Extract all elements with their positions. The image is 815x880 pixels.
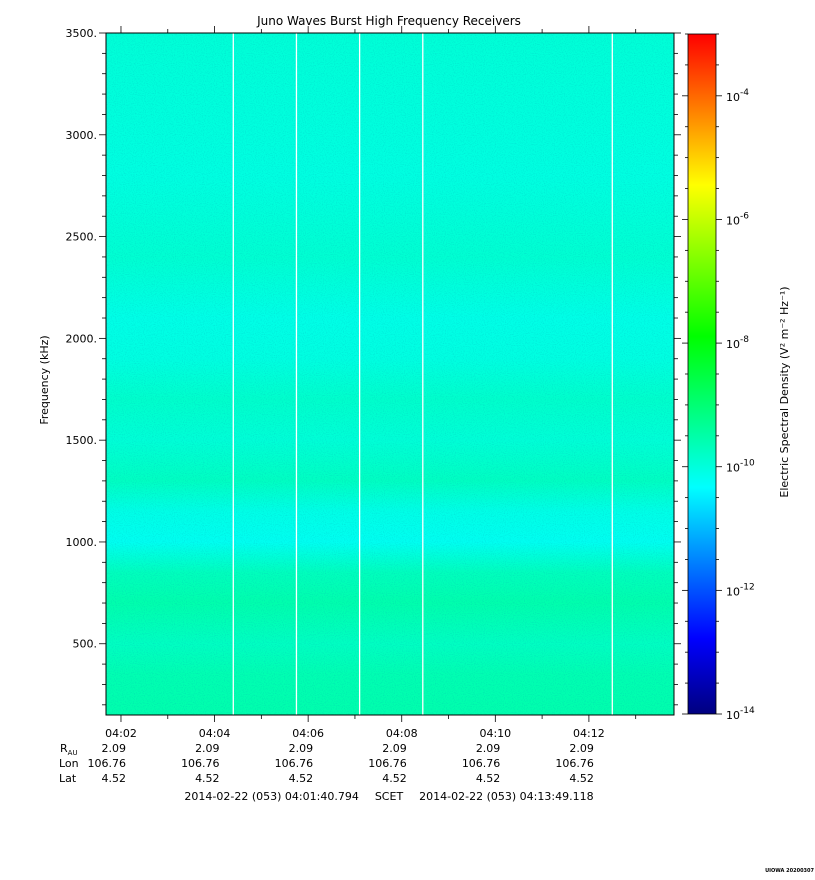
y-tick-label: 3000.: [66, 129, 98, 142]
y-tick-label: 1500.: [66, 434, 98, 447]
ephem-r-value: 2.09: [195, 742, 220, 755]
ephem-r-value: 2.09: [476, 742, 501, 755]
spectrogram-noise: [106, 33, 674, 715]
ephem-lon-value: 106.76: [181, 757, 220, 770]
ephem-lat-value: 4.52: [476, 772, 501, 785]
version-stamp: UIOWA 20200307: [765, 868, 814, 874]
x-tick-label: 04:06: [292, 727, 324, 740]
ephem-lat-value: 4.52: [569, 772, 594, 785]
plot-frame: [105, 32, 675, 716]
y-axis-label: Frequency (kHz): [38, 335, 51, 424]
y-tick-label: 500.: [73, 638, 98, 651]
ephem-lon-value: 106.76: [87, 757, 126, 770]
time-range-scet: SCET: [375, 790, 404, 803]
y-tick-label: 1000.: [66, 536, 98, 549]
ephem-lat-value: 4.52: [289, 772, 314, 785]
x-tick-label: 04:12: [573, 727, 605, 740]
ephem-lon-value: 106.76: [275, 757, 314, 770]
colorbar-tick-label: 10-6: [726, 211, 749, 227]
ephemeris-table: RAU Lon Lat: [59, 742, 79, 785]
ephem-r-value: 2.09: [382, 742, 407, 755]
y-axis: 500. 1000. 1500. 2000. 2500. 3000. 3500.: [66, 27, 681, 706]
x-tick-label: 04:10: [479, 727, 511, 740]
y-tick-label: 2000.: [66, 332, 98, 345]
colorbar-label: Electric Spectral Density (V² m⁻² Hz⁻¹): [778, 286, 791, 497]
colorbar-tick-label: 10-8: [726, 335, 749, 351]
x-tick-label: 04:08: [386, 727, 418, 740]
chart-title: Juno Waves Burst High Frequency Receiver…: [256, 14, 521, 28]
x-tick-label: 04:04: [199, 727, 231, 740]
colorbar-tick-label: 10-12: [726, 582, 755, 598]
colorbar-tick-label: 10-4: [726, 88, 749, 104]
y-tick-label: 2500.: [66, 231, 98, 244]
ephem-label-r: RAU: [60, 742, 78, 757]
ephem-lon-value: 106.76: [555, 757, 594, 770]
ephem-r-value: 2.09: [289, 742, 314, 755]
x-tick-label: 04:02: [105, 727, 137, 740]
ephem-label-r-sub: AU: [68, 749, 78, 757]
spectrogram-area: [105, 32, 675, 716]
time-range-start: 2014-02-22 (053) 04:01:40.794: [184, 790, 358, 803]
colorbar: 10-14 10-12 10-10 10-8 10-6 10-4: [682, 33, 755, 722]
ephem-lat-value: 4.52: [101, 772, 126, 785]
colorbar-fill: [688, 34, 716, 714]
time-range: 2014-02-22 (053) 04:01:40.794 SCET 2014-02…: [184, 790, 593, 803]
y-tick-label: 3500.: [66, 27, 98, 40]
x-axis: 04:02 2.09 106.76 4.52 04:04 2.09 106.76 4.52 04…: [87, 26, 637, 785]
ephem-label-lon: Lon: [59, 757, 79, 770]
ephem-r-value: 2.09: [101, 742, 126, 755]
ephem-lon-value: 106.76: [368, 757, 407, 770]
ephem-r-value: 2.09: [569, 742, 594, 755]
ephem-lat-value: 4.52: [382, 772, 407, 785]
ephem-lat-value: 4.52: [195, 772, 220, 785]
colorbar-tick-label: 10-14: [726, 706, 755, 722]
ephem-label-lat: Lat: [59, 772, 77, 785]
time-range-end: 2014-02-22 (053) 04:13:49.118: [419, 790, 593, 803]
ephem-lon-value: 106.76: [462, 757, 501, 770]
colorbar-tick-label: 10-10: [726, 459, 755, 475]
